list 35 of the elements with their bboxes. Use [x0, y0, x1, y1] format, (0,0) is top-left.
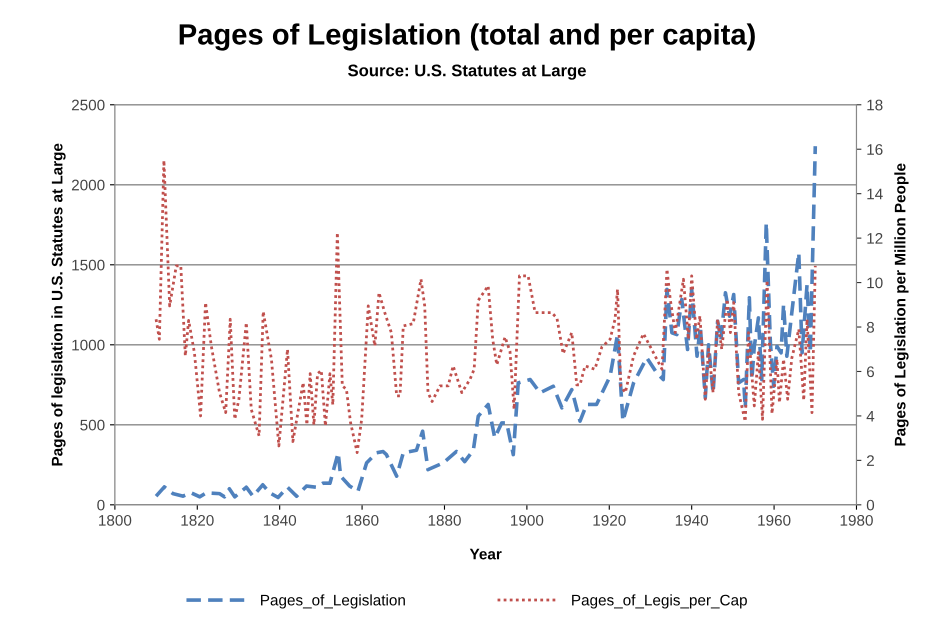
chart-title: Pages of Legislation (total and per capita) [180, 23, 755, 51]
y-tick-label: 0 [97, 500, 105, 511]
y2-axis-title: Pages of Legislation per Million People [894, 164, 909, 446]
legend-label: Pages_of_Legislation [261, 594, 405, 609]
x-tick-label: 1840 [264, 514, 296, 526]
line-series [154, 144, 818, 500]
y-tick-label: 1000 [72, 340, 105, 350]
x-tick-label: 1800 [99, 514, 132, 526]
y-tick-label: 2500 [72, 100, 105, 110]
x-tick-label: 1920 [593, 514, 626, 526]
chart-subtitle: Source: U.S. Statutes at Large [348, 64, 586, 80]
y2-tick-label: 2 [866, 455, 874, 466]
y-tick-label: 1500 [72, 260, 105, 270]
x-tick-label: 1980 [840, 514, 873, 526]
x-tick-label: 1820 [181, 514, 214, 526]
legend-label: Pages_of_Legis_per_Cap [572, 594, 747, 609]
y2-tick-label: 10 [867, 277, 883, 288]
x-tick-label: 1900 [511, 514, 544, 526]
y2-tick-label: 16 [867, 144, 883, 155]
y2-tick-label: 4 [866, 410, 874, 422]
y2-tick-label: 18 [867, 100, 883, 110]
x-tick-label: 1880 [428, 514, 461, 526]
x-axis-title: Year [470, 548, 502, 560]
y2-tick-label: 14 [867, 188, 883, 200]
y-axis-title: Pages of legislation in U.S. Statutes at Large [51, 144, 66, 466]
x-tick-label: 1940 [676, 514, 708, 526]
y2-tick-label: 8 [866, 322, 874, 333]
y-tick-label: 2000 [72, 180, 105, 190]
y2-tick-label: 6 [866, 366, 874, 378]
line-series [154, 158, 817, 454]
y2-tick-label: 12 [867, 232, 882, 244]
x-tick-label: 1960 [758, 514, 790, 526]
y-tick-label: 500 [80, 420, 105, 430]
y2-tick-label: 0 [866, 500, 874, 511]
x-tick-label: 1860 [346, 514, 378, 526]
